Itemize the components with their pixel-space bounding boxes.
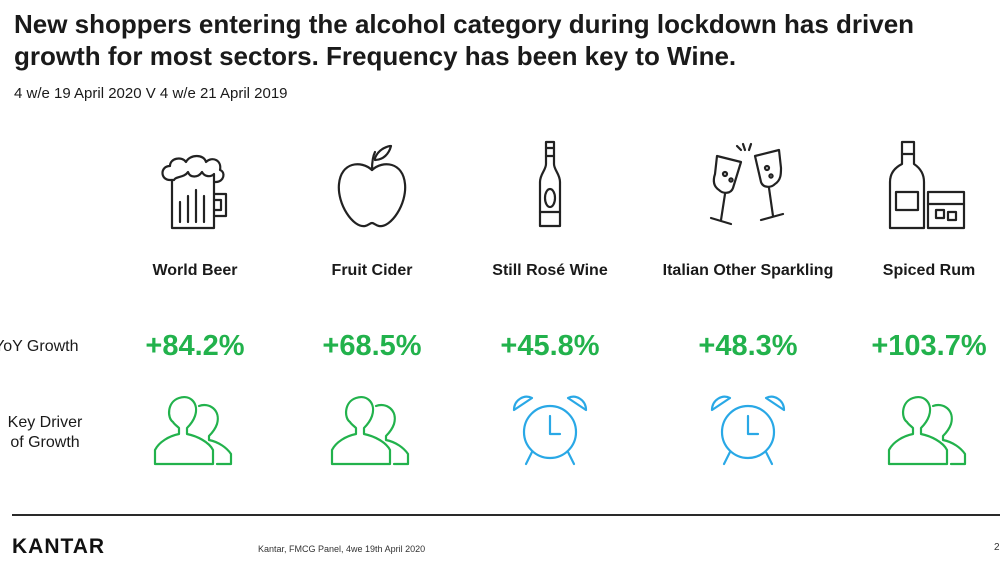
yoy-growth-value: +84.2% <box>145 330 245 362</box>
champagne-glasses-icon <box>703 140 793 230</box>
alarm-clock-icon <box>508 392 592 468</box>
category-column-world-beer: World Beer +84.2% <box>95 130 295 480</box>
date-range-subtitle: 4 w/e 19 April 2020 V 4 w/e 21 April 201… <box>14 85 288 102</box>
category-name: Still Rosé Wine <box>492 262 608 279</box>
category-column-still-rose-wine: Still Rosé Wine +45.8% <box>450 130 650 480</box>
category-name: World Beer <box>152 262 238 279</box>
people-icon <box>330 392 414 468</box>
slide-title: New shoppers entering the alcohol catego… <box>14 9 915 71</box>
footer-divider <box>12 514 1000 516</box>
bottle-and-glass-icon <box>884 140 974 230</box>
category-column-spiced-rum: Spiced Rum +103.7% <box>829 130 1000 480</box>
yoy-growth-value: +103.7% <box>871 330 987 362</box>
yoy-growth-value: +48.3% <box>698 330 798 362</box>
yoy-growth-row-label: YoY Growth <box>0 338 79 355</box>
category-name: Spiced Rum <box>882 262 976 279</box>
source-note: Kantar, FMCG Panel, 4we 19th April 2020 <box>258 544 426 554</box>
category-name: Fruit Cider <box>331 262 413 279</box>
apple-icon <box>327 140 417 230</box>
people-icon <box>887 392 971 468</box>
page-number: 2 <box>994 542 1000 553</box>
yoy-growth-value: +45.8% <box>500 330 600 362</box>
beer-mug-icon <box>150 140 240 230</box>
kantar-logo: KANTAR <box>12 535 106 558</box>
alarm-clock-icon <box>706 392 790 468</box>
people-icon <box>153 392 237 468</box>
category-column-fruit-cider: Fruit Cider +68.5% <box>272 130 472 480</box>
category-column-italian-other-sparkling: Italian Other Sparkling +48.3% <box>648 130 848 480</box>
wine-bottle-icon <box>505 140 595 230</box>
category-name: Italian Other Sparkling <box>662 262 834 279</box>
yoy-growth-value: +68.5% <box>322 330 422 362</box>
key-driver-row-label: Key Driver of Growth <box>7 414 83 451</box>
